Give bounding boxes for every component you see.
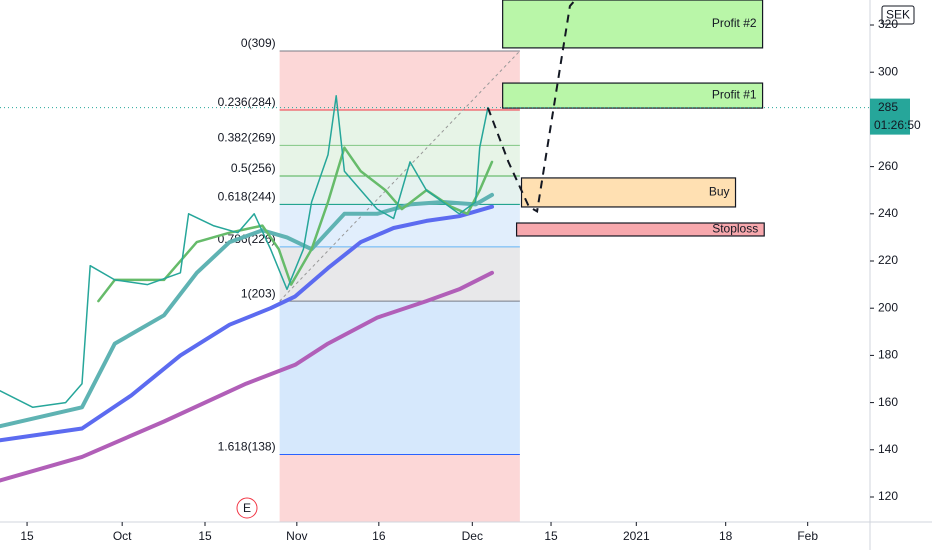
series-line [97,146,494,303]
box-label: Buy [709,185,730,199]
x-tick-label: 2021 [623,529,650,543]
fib-label: 1(203) [241,286,276,300]
fib-trend [279,50,521,302]
x-tick-label: Oct [113,529,132,543]
y-tick-label: 320 [878,17,898,31]
earnings-circle [236,497,258,519]
y-tick-label: 160 [878,395,898,409]
box-label: Stoploss [712,222,758,236]
target-box [515,222,765,237]
fib-label: 0.236(284) [218,95,276,109]
fib-label: 0.382(269) [218,131,276,145]
projection-line [486,0,575,213]
currency-box[interactable] [881,5,915,25]
plot-area: 0(309) 0.236(284) 0.382(269) 0.5(256) 0.618(… [0,0,765,522]
fib-zone [279,145,520,177]
earnings-label: E [243,501,251,515]
y-tick-label: 240 [878,206,898,220]
countdown: 01:26:50 [874,118,921,132]
fib-zone [279,50,520,110]
box-label: Profit #1 [712,88,757,102]
x-tick-label: 18 [719,529,733,543]
box-label: Profit #2 [712,16,757,30]
y-tick-label: 220 [878,253,898,267]
x-tick-label: Feb [797,529,818,543]
y-tick-label: 120 [878,489,898,503]
target-box [502,82,764,109]
series-line [0,95,489,409]
x-tick-label: Nov [286,529,307,543]
fib-label: 1.618(138) [218,440,276,454]
target-box [520,177,737,208]
last-price-box [870,98,910,135]
last-price-label: 285 [878,100,898,114]
x-tick-label: 15 [20,529,34,543]
fib-zone [279,301,520,455]
target-box [502,0,764,49]
fib-label: 0.618(244) [218,190,276,204]
currency: SEK [886,8,910,22]
x-tick-label: 15 [198,529,212,543]
series-line [0,270,494,483]
fib-label: 0.5(256) [231,161,276,175]
series-line [0,204,494,443]
fib-zone [279,454,520,522]
x-tick-label: 16 [372,529,386,543]
y-tick-label: 260 [878,159,898,173]
fib-zone [279,246,520,302]
y-tick-label: 200 [878,300,898,314]
y-tick-label: 300 [878,64,898,78]
fib-zone [279,109,520,146]
series-line [0,192,494,429]
x-tick-label: 15 [544,529,558,543]
y-tick-label: 180 [878,348,898,362]
y-tick-label: 140 [878,442,898,456]
fib-label: 0(309) [241,36,276,50]
x-tick-label: Dec [462,529,483,543]
